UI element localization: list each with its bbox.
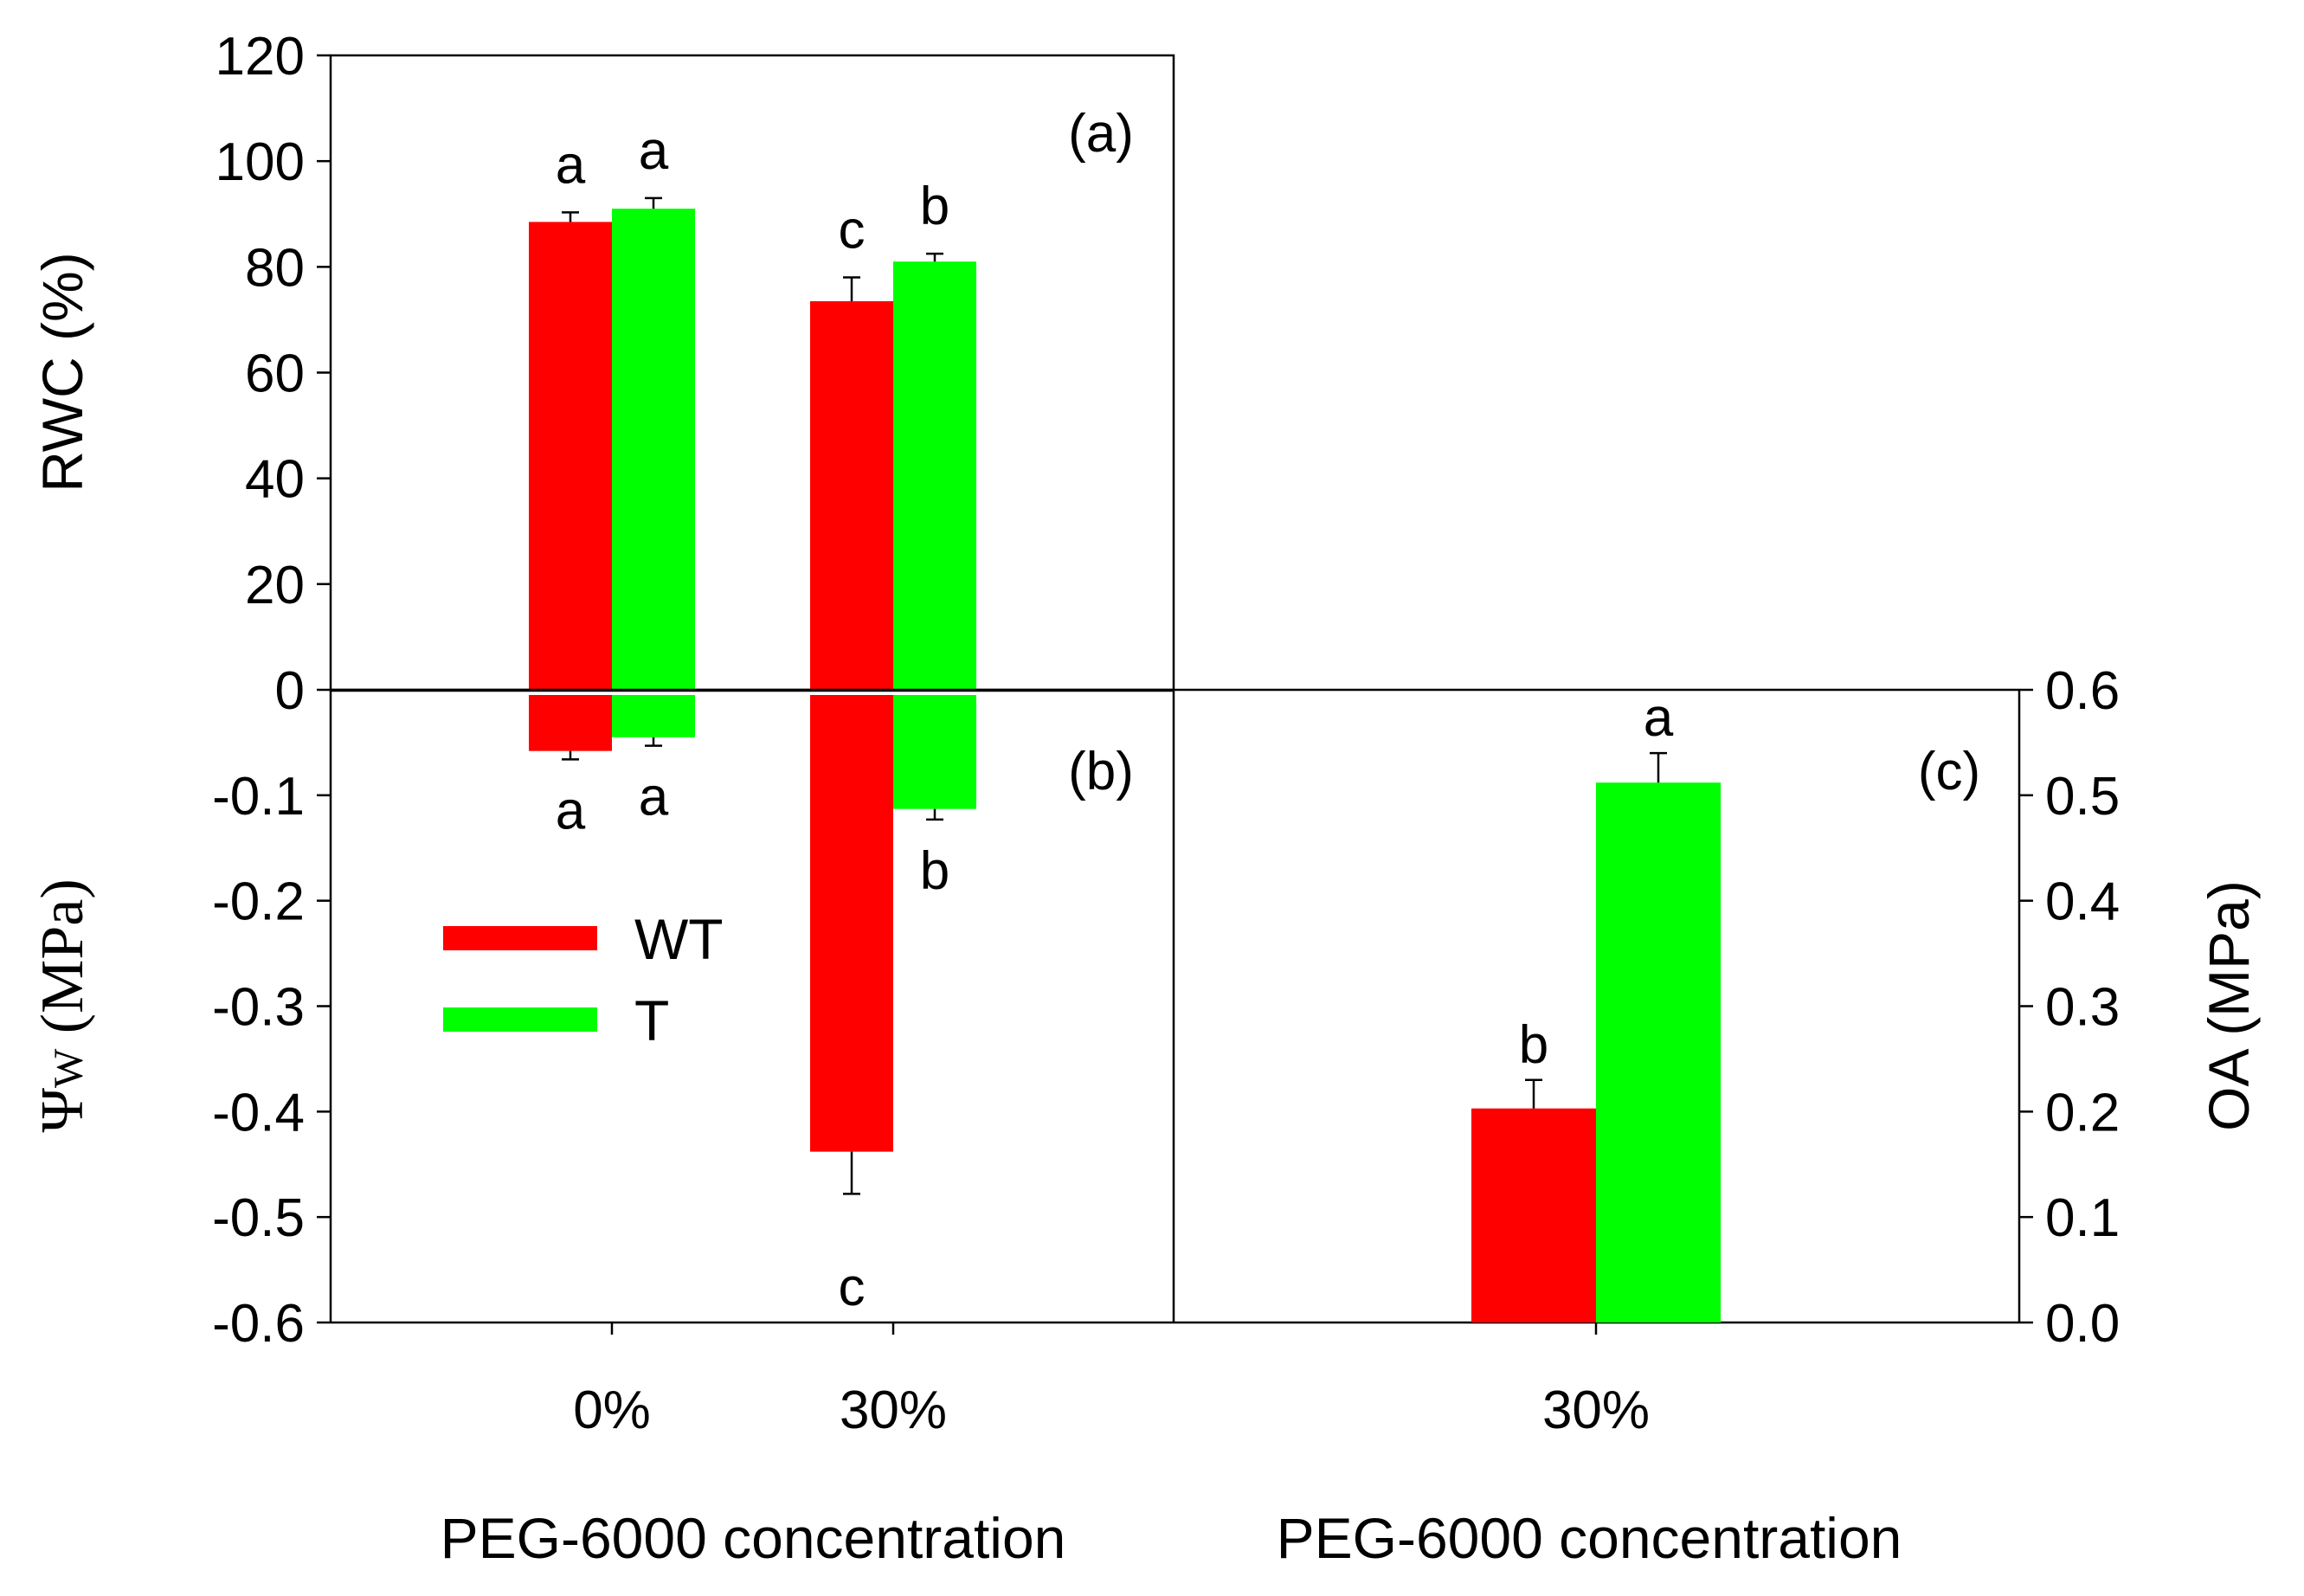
y-tick-label-b: -0.5 [212,1188,305,1248]
y-tick-label-b: -0.6 [212,1294,305,1354]
y-tick-label-a: 120 [216,27,305,87]
sig-letter-c: b [1519,1015,1548,1075]
y-axis-title-c: OA (MPa) [2197,880,2261,1131]
bar-c-WT-0 [1471,1108,1596,1322]
x-axis-title-c: PEG-6000 concentration [1277,1506,1902,1570]
sig-letter-a: b [920,177,949,236]
bar-marks [331,196,1721,1322]
chart-texts: 0 20 40 60 80 100 120 -0.6 -0.5 -0.4 -0.3 -0.2 -0.1 0… [29,27,2261,1570]
panel-label-c: (c) [1918,742,1980,801]
bar-a-WT-1 [810,301,893,690]
sig-letter-b: a [556,781,586,840]
x-tick-label-c: 30% [1542,1380,1650,1440]
bar-c-T-0 [1596,782,1721,1322]
y-tick-label-a: 100 [216,132,305,192]
bar-b-WT-0 [529,690,612,751]
bar-b-T-1 [893,690,976,809]
panel-label-b: (b) [1068,742,1134,801]
sig-letter-b: b [920,841,949,901]
y-tick-label-a: 60 [245,344,305,404]
y-tick-label-c: 0.4 [2045,872,2120,932]
y-tick-label-a: 20 [245,556,305,615]
y-tick-label-a: 80 [245,238,305,298]
bar-b-T-0 [612,690,695,737]
sig-letter-c: a [1644,688,1674,748]
y-tick-label-c: 0.1 [2045,1188,2120,1248]
y-tick-label-c: 0.0 [2045,1294,2120,1354]
sig-letter-a: c [839,201,866,261]
sig-letter-b: c [839,1258,866,1317]
y-tick-label-c: 0.6 [2045,661,2120,721]
axis-ticks [317,54,2033,1335]
legend-label-WT: WT [634,907,724,971]
y-axis-title-a: RWC (%) [30,252,94,492]
legend-label-T: T [634,988,669,1052]
y-tick-label-b: -0.4 [212,1083,305,1142]
sig-letter-a: a [556,135,586,195]
y-tick-label-c: 0.2 [2045,1083,2120,1142]
y-tick-label-a: 0 [275,661,305,721]
y-tick-label-b: -0.2 [212,872,305,932]
bar-a-T-0 [612,209,695,690]
x-tick-label-b: 30% [840,1380,947,1440]
y-tick-label-c: 0.5 [2045,767,2120,827]
bar-b-WT-1 [810,690,893,1152]
bar-a-T-1 [893,261,976,690]
y-tick-label-c: 0.3 [2045,978,2120,1038]
legend-swatch-T [443,1007,597,1032]
panel-a-frame [329,54,1175,692]
y-tick-label-b: -0.3 [212,978,305,1038]
sig-letter-b: a [639,768,669,827]
bar-a-WT-0 [529,222,612,691]
y-tick-label-a: 40 [245,450,305,510]
panel-label-a: (a) [1068,104,1134,164]
sig-letter-a: a [639,121,669,181]
x-tick-label-b: 0% [573,1380,651,1440]
y-tick-label-b: -0.1 [212,767,305,827]
legend-swatch-WT [443,926,597,950]
y-axis-title-b: ΨW (MPa) [29,878,96,1132]
x-axis-title-b: PEG-6000 concentration [441,1506,1066,1570]
